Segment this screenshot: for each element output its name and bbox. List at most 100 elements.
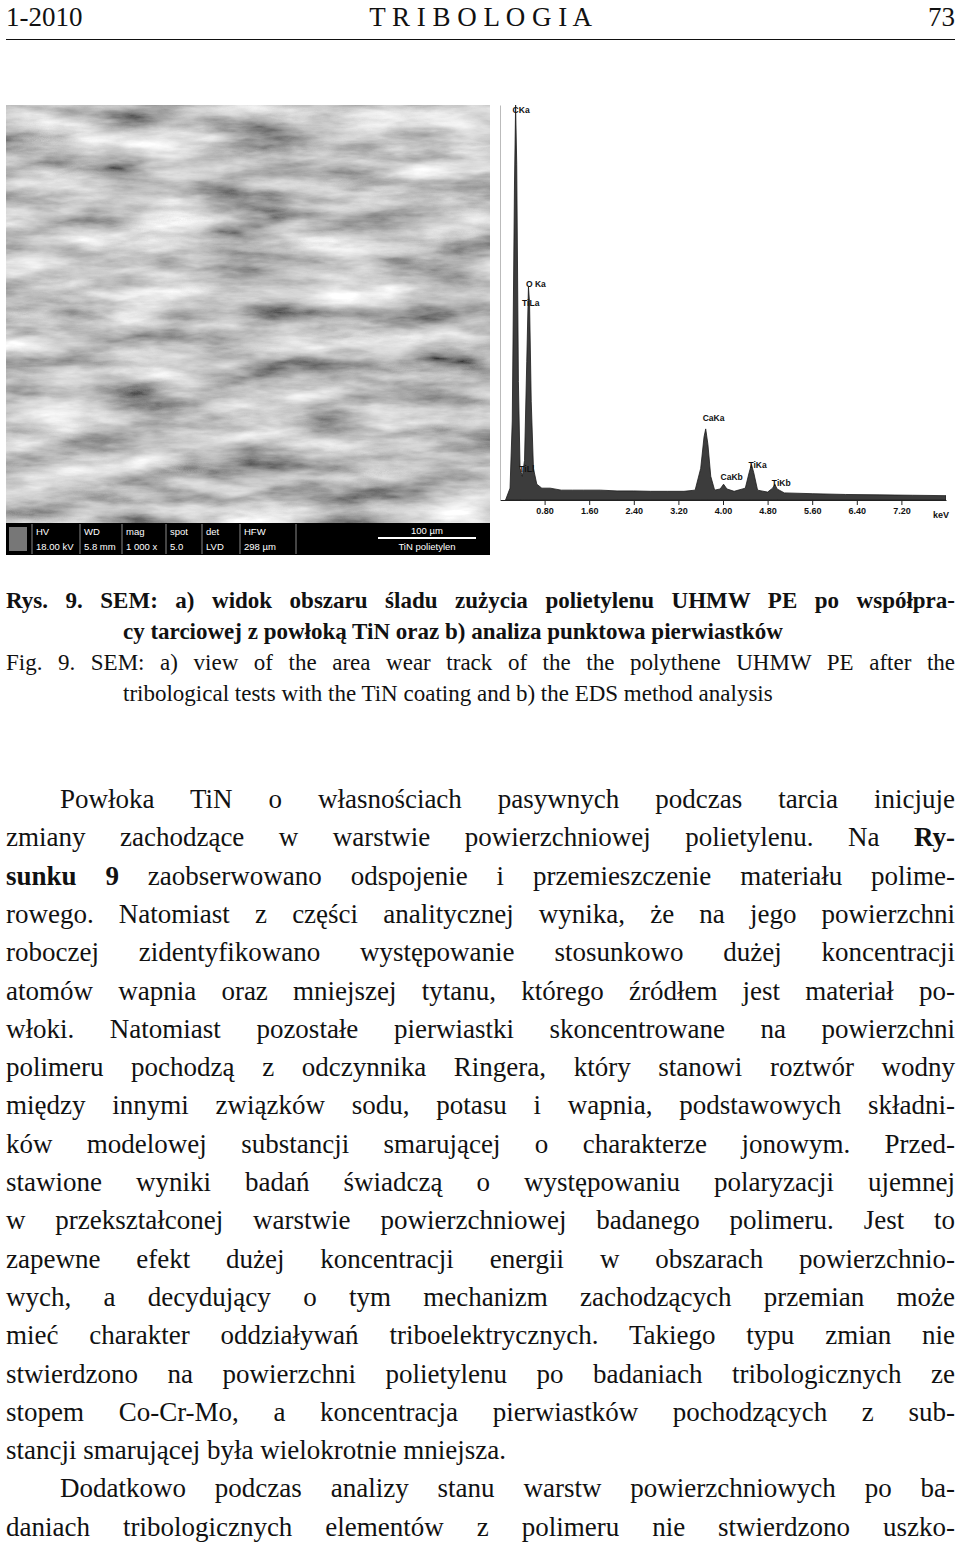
x-tick-label: 4.00 bbox=[715, 506, 733, 516]
body-line: roboczej zidentyfikowano występowanie st… bbox=[6, 933, 955, 971]
peak-label: TiLl bbox=[519, 464, 534, 474]
bold-run: Ry- bbox=[914, 822, 955, 852]
body-line: rowego. Natomiast z części analitycznej … bbox=[6, 895, 955, 933]
peak-label: CKa bbox=[513, 105, 530, 115]
text-run: w przekształconej warstwie powierzchniow… bbox=[6, 1205, 955, 1235]
body-line: Dodatkowo podczas analizy stanu warstw p… bbox=[60, 1469, 955, 1507]
peak-label: CaKa bbox=[703, 413, 725, 423]
body-line: zmiany zachodzące w warstwie powierzchni… bbox=[6, 818, 955, 856]
x-tick-label: 6.40 bbox=[849, 506, 867, 516]
journal-name: T R I B O L O G I A bbox=[6, 0, 955, 34]
peak-label: CaKb bbox=[721, 472, 743, 482]
issue: 1-2010 bbox=[6, 0, 83, 34]
sem-texture bbox=[6, 105, 490, 523]
x-tick: 5.60 bbox=[804, 500, 822, 516]
text-run: daniach tribologicznych elementów z poli… bbox=[6, 1512, 955, 1542]
info-label: HV bbox=[36, 526, 50, 537]
x-tick: 1.60 bbox=[581, 500, 599, 516]
x-tick-mark bbox=[812, 500, 813, 505]
body-line: włoki. Natomiast pozostałe pierwiastki s… bbox=[6, 1010, 955, 1048]
info-label: mag bbox=[126, 526, 144, 537]
info-value: 298 µm bbox=[244, 541, 276, 552]
body-line: atomów wapnia oraz mniejszej tytanu, któ… bbox=[6, 972, 955, 1010]
x-tick: 4.80 bbox=[759, 500, 777, 516]
x-tick-label: 2.40 bbox=[626, 506, 644, 516]
page-number: 73 bbox=[928, 0, 955, 34]
x-tick-mark bbox=[678, 500, 679, 505]
info-separator bbox=[240, 524, 241, 554]
info-value: 18.00 kV bbox=[36, 541, 74, 552]
info-label: spot bbox=[170, 526, 188, 537]
x-tick-mark bbox=[545, 500, 546, 505]
x-tick-label: 4.80 bbox=[759, 506, 777, 516]
sem-image: HV WD mag spot det HFW 18.00 kV 5.8 mm 1 000 x 5.… bbox=[6, 105, 490, 555]
scale-bar-label: 100 µm bbox=[411, 525, 443, 536]
text-run: stancji smarującej była wielokrotnie mni… bbox=[6, 1435, 506, 1465]
text-run: zaobserwowano odspojenie i przemieszczen… bbox=[119, 861, 955, 891]
caption-line: Rys. 9. SEM: a) widok obszaru śladu zuży… bbox=[6, 585, 955, 616]
caption-line: tribological tests with the TiN coating … bbox=[123, 678, 955, 709]
x-tick-mark bbox=[589, 500, 590, 505]
info-label: HFW bbox=[244, 526, 266, 537]
body-line: między innymi związków sodu, potasu i wa… bbox=[6, 1086, 955, 1124]
body-line: w przekształconej warstwie powierzchniow… bbox=[6, 1201, 955, 1239]
text-run: atomów wapnia oraz mniejszej tytanu, któ… bbox=[6, 976, 955, 1006]
page: 1-2010T R I B O L O G I A73 HV WD mag spot de… bbox=[0, 0, 960, 1543]
text-run: wych, a decydujący o tym mechanizm zacho… bbox=[6, 1282, 955, 1312]
x-axis-title: keV bbox=[933, 510, 949, 520]
body-line: mieć charakter oddziaływań triboelektryc… bbox=[6, 1316, 955, 1354]
body-line: wych, a decydujący o tym mechanizm zacho… bbox=[6, 1278, 955, 1316]
info-separator bbox=[32, 524, 33, 554]
caption-line: cy tarciowej z powłoką TiN oraz b) anali… bbox=[123, 616, 955, 647]
x-tick-mark bbox=[723, 500, 724, 505]
x-tick: 0.80 bbox=[536, 500, 554, 516]
info-separator bbox=[80, 524, 81, 554]
sem-info-bar bbox=[6, 523, 490, 555]
peak-label: TiLa bbox=[522, 298, 540, 308]
info-label: det bbox=[206, 526, 220, 537]
x-tick-mark bbox=[901, 500, 902, 505]
peak-label: TiKa bbox=[748, 460, 767, 470]
body-line: stopem Co-Cr-Mo, a koncentracja pierwias… bbox=[6, 1393, 955, 1431]
info-separator bbox=[296, 524, 297, 554]
info-value: 5.8 mm bbox=[84, 541, 116, 552]
x-tick: 6.40 bbox=[849, 500, 867, 516]
text-run: stawione wyniki badań świadczą o występo… bbox=[6, 1167, 955, 1197]
eds-spectrum: 0.80 1.60 2.40 3.20 4.00 4.80 5.60 6.40 7.20 keV C… bbox=[495, 95, 960, 535]
text-run: zmiany zachodzące w warstwie powierzchni… bbox=[6, 822, 914, 852]
x-tick-label: 7.20 bbox=[893, 506, 911, 516]
info-value: 1 000 x bbox=[126, 541, 157, 552]
x-axis: 0.80 1.60 2.40 3.20 4.00 4.80 5.60 6.40 7.20 bbox=[501, 500, 947, 516]
text-run: włoki. Natomiast pozostałe pierwiastki s… bbox=[6, 1014, 955, 1044]
text-run: roboczej zidentyfikowano występowanie st… bbox=[6, 937, 955, 967]
info-separator bbox=[202, 524, 203, 554]
caption-line: Fig. 9. SEM: a) view of the area wear tr… bbox=[6, 647, 955, 678]
body-line: stancji smarującej była wielokrotnie mni… bbox=[6, 1431, 955, 1469]
y-axis bbox=[500, 106, 501, 501]
sem-background bbox=[6, 105, 490, 523]
image-caption: TiN polietylen bbox=[398, 541, 455, 552]
body-line: stawione wyniki badań świadczą o występo… bbox=[6, 1163, 955, 1201]
info-value: 5.0 bbox=[170, 541, 183, 552]
bold-run: sunku 9 bbox=[6, 861, 119, 891]
text-run: między innymi związków sodu, potasu i wa… bbox=[6, 1090, 955, 1120]
plot-area bbox=[506, 105, 946, 500]
info-label: WD bbox=[84, 526, 100, 537]
peak-label: TiKb bbox=[772, 478, 791, 488]
x-tick: 7.20 bbox=[893, 500, 911, 516]
x-tick: 4.00 bbox=[715, 500, 733, 516]
sem-logo bbox=[9, 527, 27, 551]
y-axis-line bbox=[500, 106, 501, 501]
x-tick-label: 3.20 bbox=[670, 506, 688, 516]
info-separator bbox=[122, 524, 123, 554]
text-run: stwierdzono na powierzchni polietylenu p… bbox=[6, 1359, 955, 1389]
scale-bar bbox=[378, 537, 476, 539]
body-line: daniach tribologicznych elementów z poli… bbox=[6, 1508, 955, 1543]
x-tick-mark bbox=[768, 500, 769, 505]
text-run: rowego. Natomiast z części analitycznej … bbox=[6, 899, 955, 929]
body-line: polimeru pochodzą z odczynnika Ringera, … bbox=[6, 1048, 955, 1086]
info-separator bbox=[166, 524, 167, 554]
text-run: mieć charakter oddziaływań triboelektryc… bbox=[6, 1320, 955, 1350]
x-tick-mark bbox=[857, 500, 858, 505]
text-run: ków modelowej substancji smarującej o ch… bbox=[6, 1129, 955, 1159]
